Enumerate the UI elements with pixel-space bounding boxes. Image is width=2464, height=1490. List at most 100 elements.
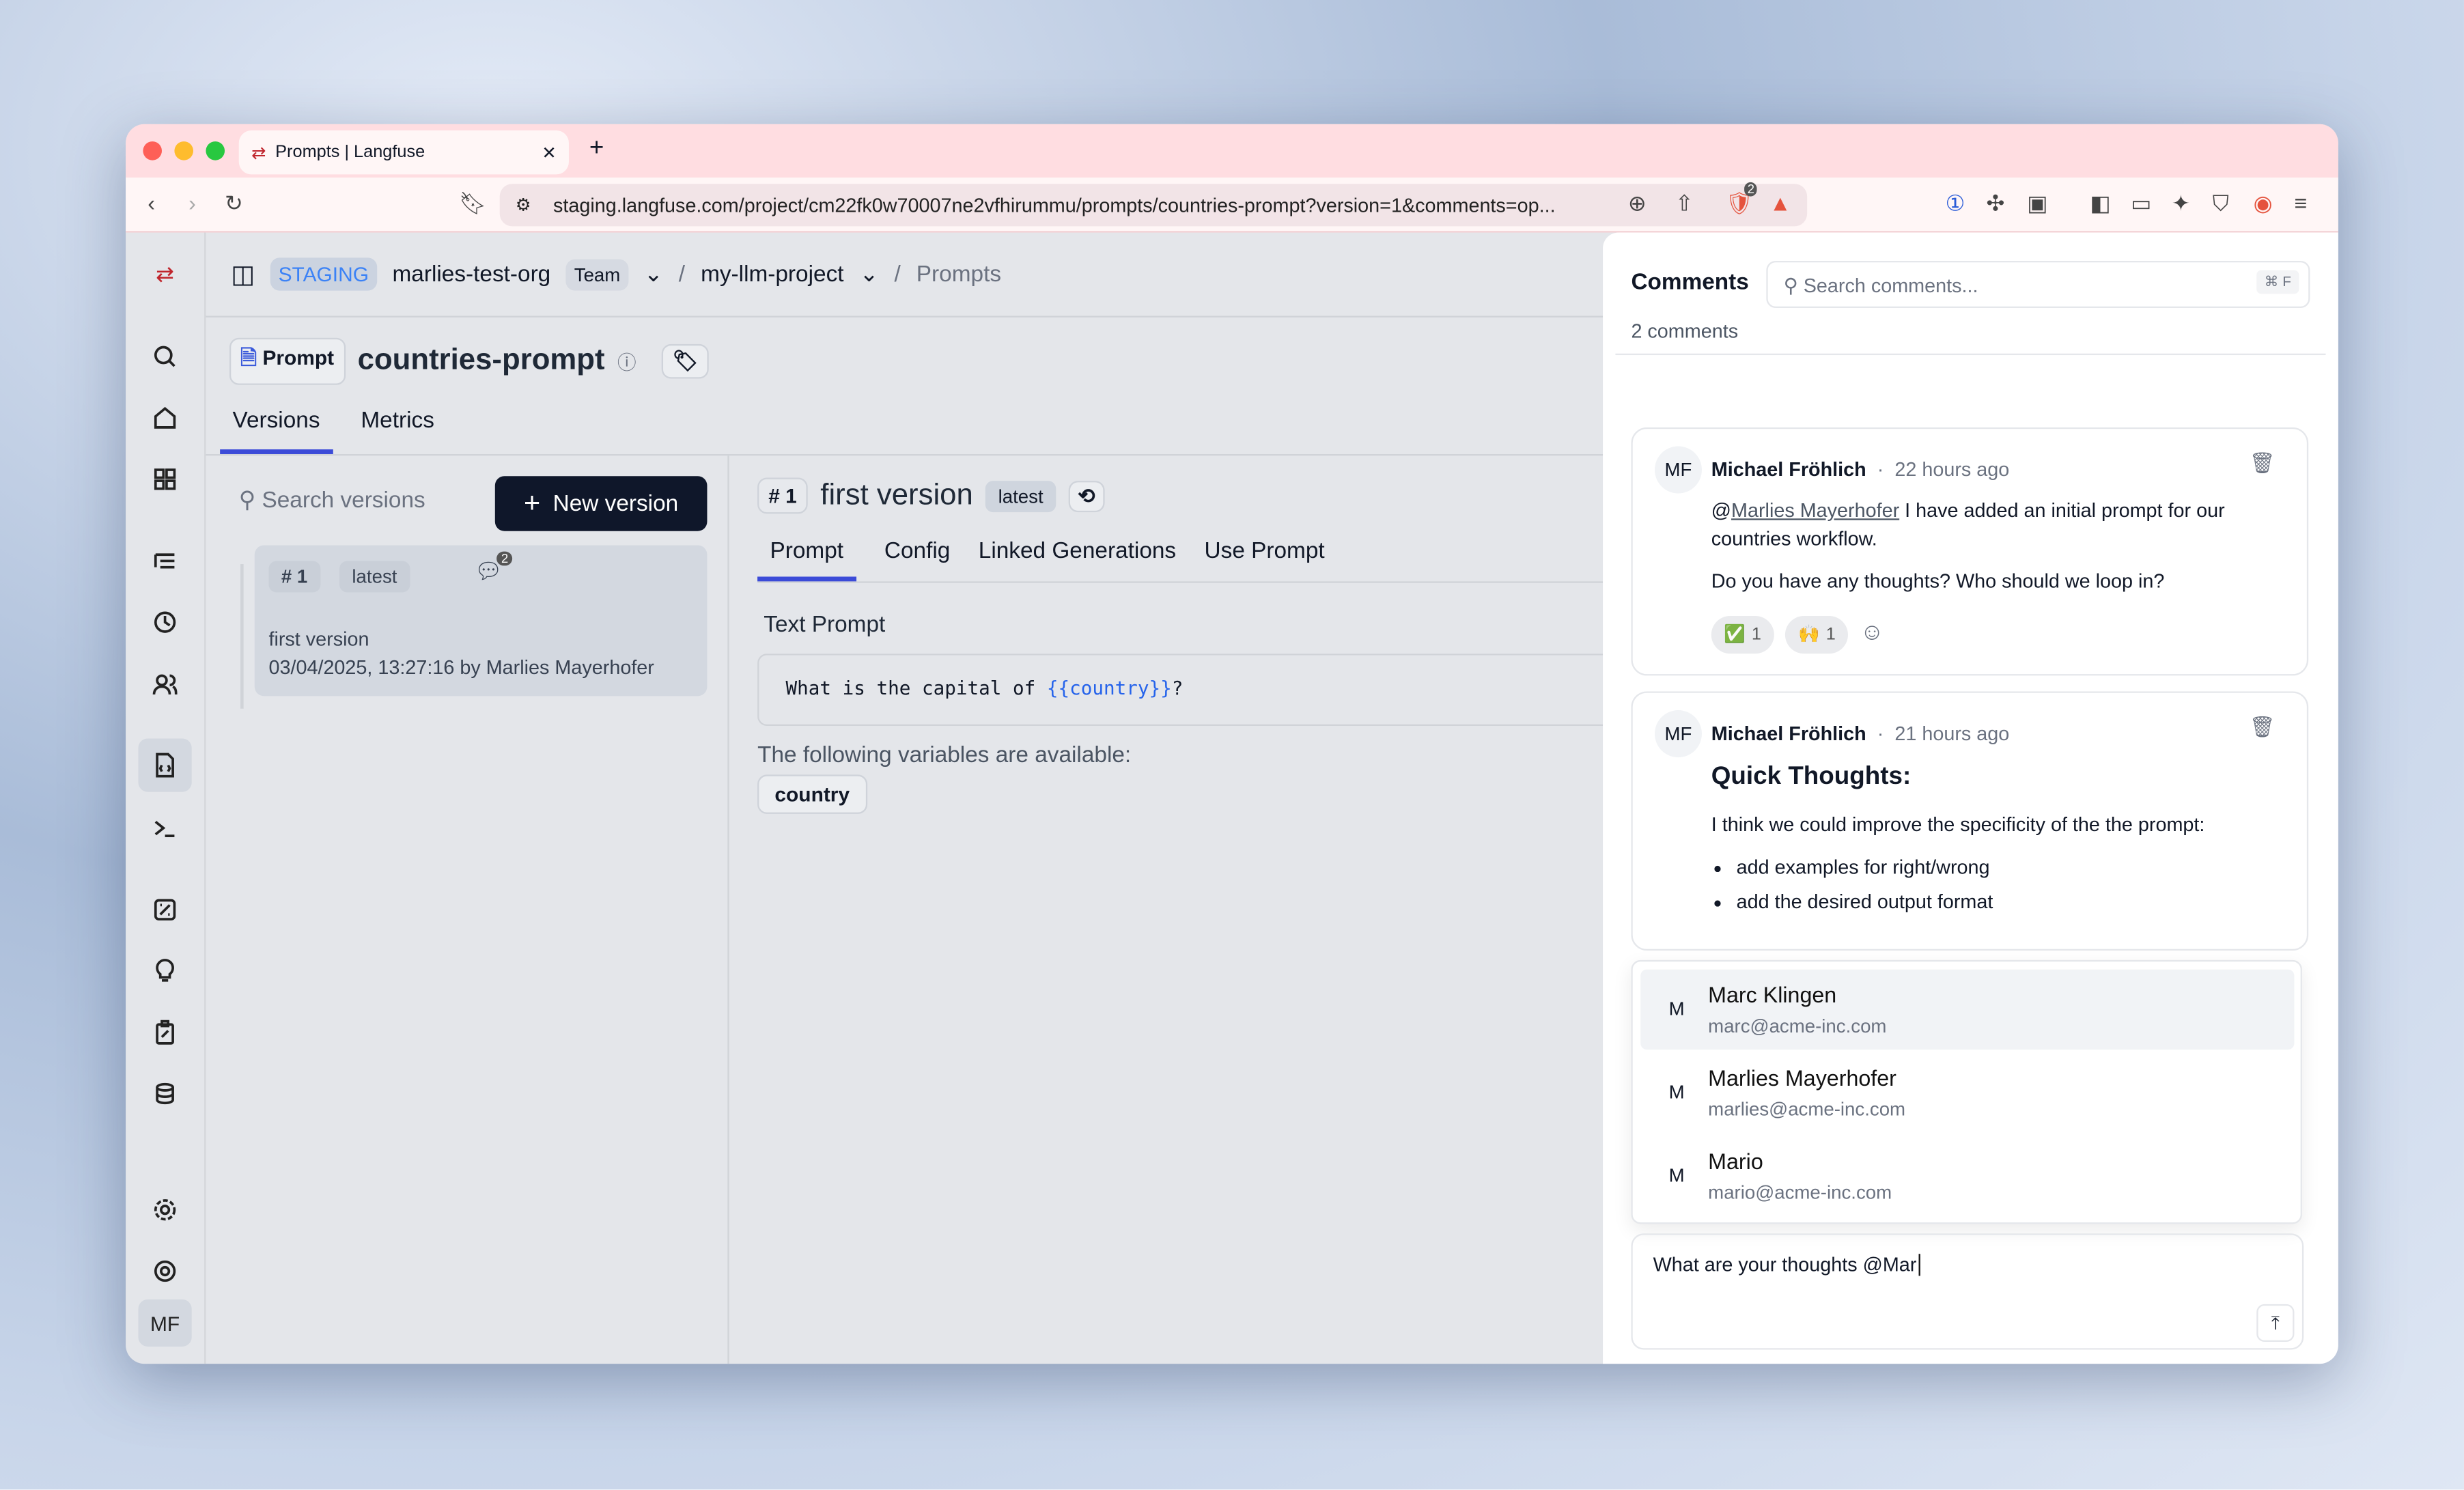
traces-icon[interactable]: [146, 542, 184, 580]
reader-icon[interactable]: ▣: [2027, 190, 2048, 216]
url-bar[interactable]: ⚙ staging.langfuse.com/project/cm22fk0w7…: [499, 184, 1808, 227]
menu-icon[interactable]: ≡: [2294, 190, 2308, 216]
chevron-down-icon[interactable]: ⌄: [643, 262, 663, 287]
tab-metrics[interactable]: Metrics: [361, 408, 434, 434]
settings-gear-icon[interactable]: [146, 1191, 184, 1228]
annotation-clipboard-icon[interactable]: [146, 1013, 184, 1051]
comment-input[interactable]: What are your thoughts @Mar ⤒: [1631, 1233, 2304, 1350]
wallet-icon[interactable]: ▭: [2131, 190, 2152, 216]
comment-text: I have added an initial prompt for our c…: [1711, 499, 2225, 550]
search-icon[interactable]: [146, 338, 184, 376]
address-toolbar: ‹ › ↻ 🔖︎ ⚙ staging.langfuse.com/project/…: [126, 178, 2338, 233]
comment-count-badge: 2: [496, 551, 514, 566]
info-icon[interactable]: ⓘ: [617, 351, 636, 374]
send-comment-button[interactable]: ⤒: [2256, 1304, 2295, 1343]
breadcrumb-prompts[interactable]: Prompts: [916, 262, 1002, 287]
option-name: Mario: [1708, 1149, 1763, 1174]
tab-bar: ⇄ Prompts | Langfuse ✕ +: [126, 124, 2338, 178]
reload-icon[interactable]: ↻: [225, 190, 244, 216]
mention-link[interactable]: Marlies Mayerhofer: [1731, 499, 1900, 522]
tab-use-prompt[interactable]: Use Prompt: [1204, 539, 1325, 565]
tag-icon[interactable]: 🏷︎: [661, 343, 710, 379]
org-selector[interactable]: marlies-test-org: [392, 262, 551, 287]
sessions-clock-icon[interactable]: [146, 604, 184, 641]
timeline-line: [240, 564, 244, 709]
vpn-icon[interactable]: ⛉: [2212, 190, 2229, 216]
prompts-icon[interactable]: [138, 738, 192, 792]
user-avatar[interactable]: MF: [138, 1299, 192, 1347]
comment-time: 21 hours ago: [1894, 722, 2010, 745]
brave-rewards-icon[interactable]: ▲: [1769, 190, 1791, 216]
comment-bullet: add the desired output format: [1737, 884, 2278, 919]
tab-prompt[interactable]: Prompt: [757, 539, 856, 582]
scores-icon[interactable]: [146, 891, 184, 929]
datasets-database-icon[interactable]: [146, 1075, 184, 1112]
promote-version-icon[interactable]: ⟲: [1068, 479, 1105, 511]
share-icon[interactable]: ⇧: [1675, 190, 1694, 216]
text-cursor: [1918, 1254, 1920, 1276]
mention-option[interactable]: M Marlies Mayerhofer marlies@acme-inc.com: [1640, 1053, 2294, 1133]
reaction-button[interactable]: 🙌 1: [1785, 615, 1849, 654]
avatar: M: [1668, 1081, 1685, 1104]
version-meta: 03/04/2025, 13:27:16 by Marlies Mayerhof…: [268, 656, 654, 679]
mention-option[interactable]: M Mario mario@acme-inc.com: [1640, 1136, 2294, 1216]
chevron-down-icon[interactable]: ⌄: [859, 262, 879, 287]
new-tab-icon[interactable]: +: [589, 135, 604, 163]
forward-icon[interactable]: ›: [188, 190, 196, 216]
prompt-text-block: What is the capital of {{country}}?: [757, 653, 1604, 727]
maximize-window-button[interactable]: [206, 141, 225, 160]
support-lifebuoy-icon[interactable]: [146, 1252, 184, 1290]
breadcrumb-separator: /: [678, 262, 686, 287]
version-number: # 1: [757, 477, 808, 514]
sidebar-toggle-icon[interactable]: ◧: [2090, 190, 2111, 216]
site-settings-icon[interactable]: ⚙: [515, 196, 531, 216]
lightbulb-icon[interactable]: [146, 952, 184, 989]
tab-config[interactable]: Config: [884, 539, 951, 565]
breadcrumb: ◫ STAGING marlies-test-org Team ⌄ / my-l…: [206, 233, 1605, 318]
avatar: M: [1668, 998, 1685, 1020]
search-versions-input[interactable]: ⚲ Search versions: [239, 489, 425, 514]
minimize-window-button[interactable]: [174, 141, 194, 160]
version-title: first version: [820, 478, 973, 511]
dashboard-icon[interactable]: [146, 460, 184, 498]
zoom-icon[interactable]: ⊕: [1627, 190, 1647, 216]
toggle-sidebar-icon[interactable]: ◫: [231, 262, 255, 289]
back-icon[interactable]: ‹: [148, 190, 156, 216]
profile-icon[interactable]: ◉: [2253, 190, 2273, 216]
langfuse-logo-icon[interactable]: ⇄: [156, 259, 175, 285]
users-icon[interactable]: [146, 666, 184, 704]
new-version-button[interactable]: + New version: [494, 476, 708, 531]
trash-icon[interactable]: 🗑︎: [2249, 451, 2276, 475]
search-comments-input[interactable]: ⚲ Search comments... ⌘ F: [1766, 260, 2310, 308]
comment-author: Michael Fröhlich: [1711, 458, 1866, 481]
playground-terminal-icon[interactable]: [146, 809, 184, 847]
tab-linked-generations[interactable]: Linked Generations: [978, 539, 1177, 565]
close-window-button[interactable]: [143, 141, 163, 160]
add-reaction-icon[interactable]: ☺: [1860, 619, 1884, 646]
option-email: marlies@acme-inc.com: [1708, 1098, 1906, 1121]
browser-tab[interactable]: ⇄ Prompts | Langfuse ✕: [238, 130, 569, 175]
check-emoji-icon: ✅: [1724, 625, 1746, 645]
leo-ai-icon[interactable]: ✦: [2171, 190, 2190, 216]
tab-versions[interactable]: Versions: [220, 408, 333, 454]
reaction-button[interactable]: ✅ 1: [1711, 615, 1774, 654]
plus-icon: +: [524, 487, 541, 519]
page-title: countries-prompt: [357, 343, 605, 378]
avatar: MF: [1654, 446, 1702, 494]
option-name: Marlies Mayerhofer: [1708, 1065, 1896, 1091]
trash-icon[interactable]: 🗑︎: [2249, 714, 2276, 739]
project-selector[interactable]: my-llm-project: [701, 262, 844, 287]
home-icon[interactable]: [146, 399, 184, 436]
bookmark-icon[interactable]: 🔖︎: [458, 190, 487, 216]
variable-chip: country: [757, 774, 867, 814]
variables-heading: The following variables are available:: [757, 743, 1132, 769]
password-manager-icon[interactable]: ①: [1945, 190, 1965, 216]
extensions-icon[interactable]: ✣: [1986, 190, 2005, 216]
prompt-text-end: ?: [1171, 677, 1184, 699]
comment-author: Michael Fröhlich: [1711, 722, 1866, 745]
mention-option[interactable]: M Marc Klingen marc@acme-inc.com: [1640, 969, 2295, 1050]
search-icon: ⚲: [238, 488, 256, 514]
close-tab-icon[interactable]: ✕: [542, 143, 557, 163]
version-list-item[interactable]: # 1 latest 💬︎ 2 first version 03/04/2025…: [254, 545, 708, 697]
